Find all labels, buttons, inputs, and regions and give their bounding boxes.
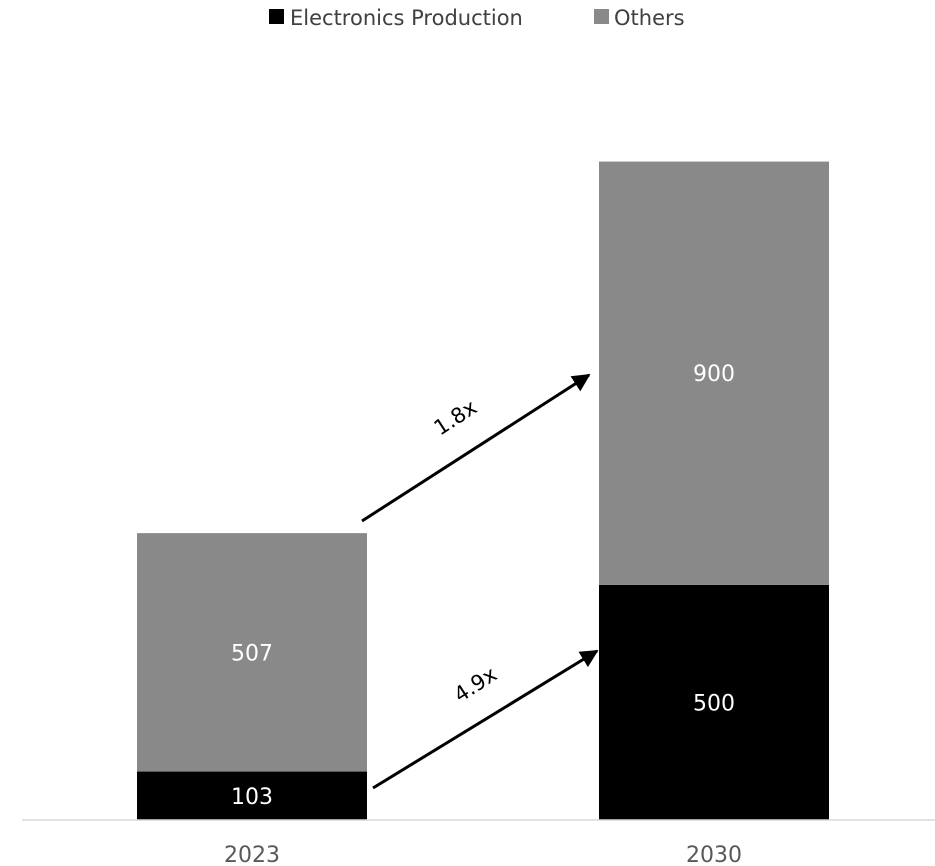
x-tick-label-2030: 2030 <box>686 843 742 866</box>
legend-swatch-others <box>594 9 609 24</box>
legend-item-electronics-production: Electronics Production <box>269 6 523 30</box>
value-labels: 103 507 500 900 <box>231 362 735 810</box>
data-label-2030-others: 900 <box>693 362 735 387</box>
bar-2023-electronics-production <box>137 771 367 820</box>
growth-arrows: 1.8x 4.9x <box>361 373 599 790</box>
x-tick-label-2023: 2023 <box>224 843 280 866</box>
growth-arrow-others <box>361 373 591 523</box>
growth-label-electronics-production: 4.9x <box>450 662 502 707</box>
bar-2030-electronics-production <box>599 584 829 820</box>
legend-item-others: Others <box>594 6 685 30</box>
data-label-2023-electronics-production: 103 <box>231 785 273 810</box>
bar-2030-others <box>599 161 829 585</box>
legend-label-others: Others <box>614 6 685 30</box>
data-label-2030-electronics-production: 500 <box>693 691 735 716</box>
growth-arrow-electronics-production <box>372 649 599 790</box>
bars <box>137 161 829 820</box>
x-axis-ticks: 2023 2030 <box>224 843 742 866</box>
growth-label-others: 1.8x <box>430 395 482 440</box>
legend-swatch-electronics-production <box>269 9 284 24</box>
legend-label-electronics-production: Electronics Production <box>290 6 523 30</box>
data-label-2023-others: 507 <box>231 641 273 666</box>
legend: Electronics Production Others <box>269 6 685 30</box>
bar-2023-others <box>137 533 367 772</box>
